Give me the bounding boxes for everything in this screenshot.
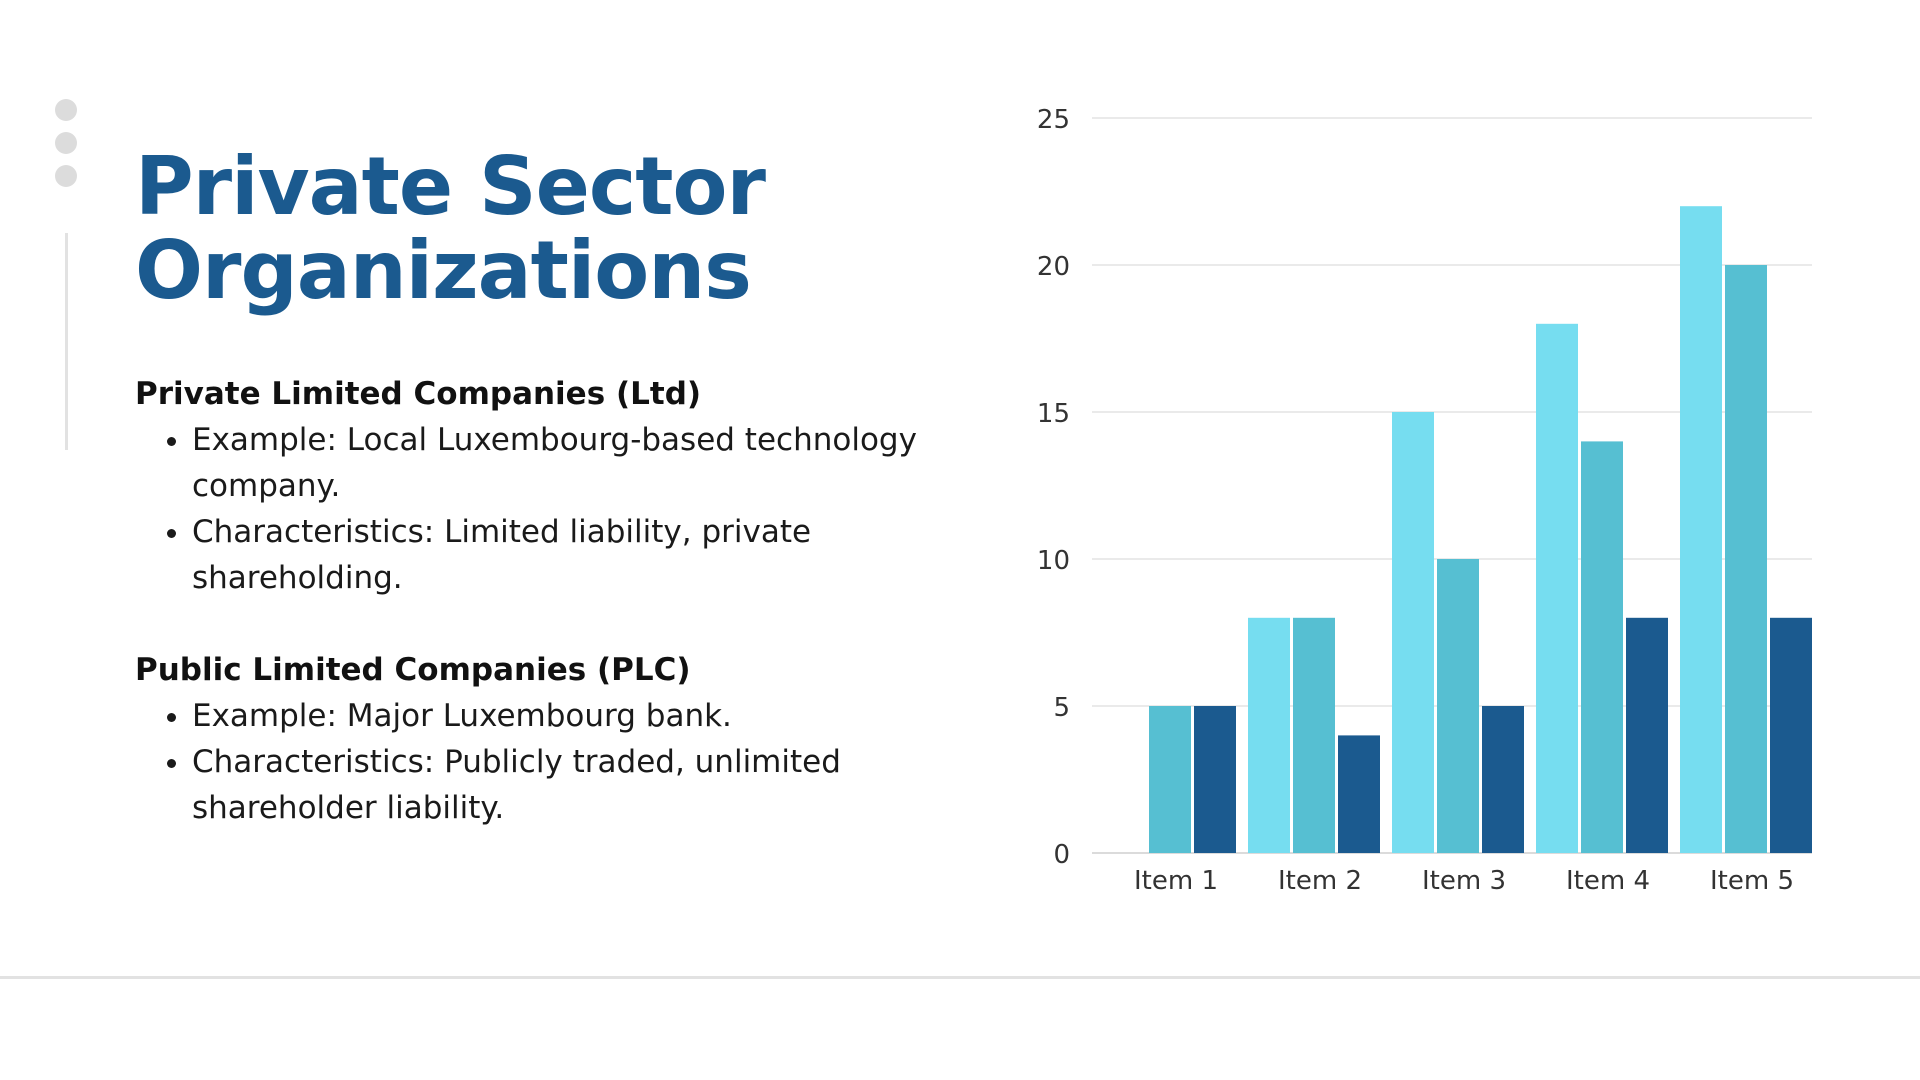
x-tick-label: Item 3 — [1422, 866, 1506, 896]
bar — [1536, 323, 1578, 853]
bar — [1194, 706, 1236, 853]
bar — [1482, 706, 1524, 853]
bullet-item: Example: Local Luxembourg-based technolo… — [192, 417, 935, 509]
section-heading: Public Limited Companies (PLC) — [135, 652, 691, 688]
bar — [1149, 706, 1191, 853]
slide-title: Private Sector Organizations — [135, 145, 935, 313]
decor-dot-2 — [55, 132, 77, 154]
title-line-2: Organizations — [135, 224, 752, 317]
bar — [1293, 617, 1335, 853]
bullet-list: Example: Major Luxembourg bank. Characte… — [135, 693, 935, 831]
bar — [1626, 617, 1668, 853]
bullet-item: Characteristics: Limited liability, priv… — [192, 509, 935, 601]
bar — [1680, 206, 1722, 853]
x-tick-label: Item 4 — [1566, 866, 1650, 896]
bar — [1581, 441, 1623, 853]
bullet-list: Example: Local Luxembourg-based technolo… — [135, 417, 935, 601]
x-tick-label: Item 1 — [1134, 866, 1218, 896]
bullet-item: Example: Major Luxembourg bank. — [192, 693, 935, 739]
title-line-1: Private Sector — [135, 140, 766, 233]
section-heading: Private Limited Companies (Ltd) — [135, 376, 702, 412]
section-public-plc: Public Limited Companies (PLC) Example: … — [135, 647, 935, 831]
bar — [1392, 412, 1434, 853]
y-tick-label: 15 — [1037, 399, 1070, 429]
bottom-divider — [0, 976, 1920, 979]
decor-dot-3 — [55, 165, 77, 187]
bullet-item: Characteristics: Publicly traded, unlimi… — [192, 739, 935, 831]
bar — [1248, 617, 1290, 853]
decor-vertical-line — [65, 233, 68, 450]
bar — [1770, 617, 1812, 853]
bar — [1338, 735, 1380, 853]
x-tick-label: Item 2 — [1278, 866, 1362, 896]
y-tick-label: 0 — [1053, 840, 1070, 870]
y-tick-label: 10 — [1037, 546, 1070, 576]
bar — [1437, 559, 1479, 853]
y-tick-label: 25 — [1037, 105, 1070, 135]
y-tick-label: 5 — [1053, 693, 1070, 723]
bar — [1725, 265, 1767, 853]
section-private-ltd: Private Limited Companies (Ltd) Example:… — [135, 371, 935, 601]
y-tick-label: 20 — [1037, 252, 1070, 282]
x-tick-label: Item 5 — [1710, 866, 1794, 896]
decor-dot-1 — [55, 99, 77, 121]
